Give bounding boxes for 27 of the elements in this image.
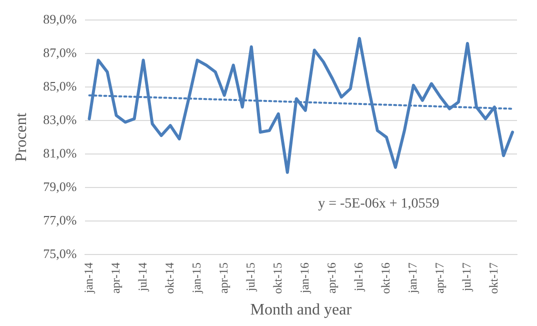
y-tick-label: 89,0% (43, 11, 77, 26)
y-tick-label: 83,0% (43, 112, 77, 127)
x-tick-label: jan-17 (406, 262, 420, 294)
x-tick-label: apr-16 (324, 262, 339, 294)
y-tick-label: 75,0% (43, 246, 77, 261)
x-tick-label: apr-15 (216, 262, 231, 294)
y-tick-label: 85,0% (43, 78, 77, 94)
y-tick-label: 81,0% (43, 145, 77, 160)
x-tick-label: jan-15 (189, 262, 204, 294)
y-tick-label: 87,0% (43, 44, 77, 60)
x-tick-label: jan-16 (298, 262, 312, 294)
y-axis-title: Procent (12, 112, 30, 162)
x-tick-label: jul-16 (352, 262, 366, 292)
x-tick-label: okt-16 (378, 262, 393, 294)
x-tick-label: okt-14 (162, 262, 176, 294)
y-tick-label: 79,0% (43, 178, 77, 194)
x-tick-label: jul-17 (460, 262, 474, 292)
x-tick-label: jan-14 (81, 262, 96, 294)
x-tick-label: apr-17 (432, 262, 447, 294)
y-tick-label: 77,0% (43, 212, 77, 228)
x-tick-label: okt-17 (486, 262, 501, 294)
x-tick-label: jul-14 (135, 262, 150, 292)
x-tick-label: okt-15 (270, 262, 285, 294)
x-tick-label: apr-14 (108, 262, 122, 294)
x-tick-label: jul-15 (244, 262, 258, 292)
x-axis-title: Month and year (250, 302, 352, 319)
annotation: y = -5E-06x + 1,0559 (318, 196, 440, 212)
